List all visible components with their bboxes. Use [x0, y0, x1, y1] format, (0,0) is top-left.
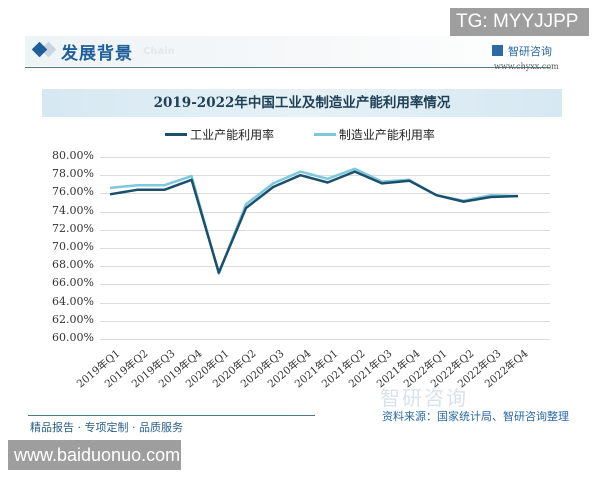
site-badge: www.baiduonuo.com	[8, 440, 181, 470]
gridline	[100, 211, 550, 213]
brand-url: www.chyxx.com	[494, 62, 559, 71]
legend-label-manufacturing: 制造业产能利用率	[338, 128, 435, 142]
brand-logo: 智研咨询	[492, 43, 552, 59]
gridline	[100, 175, 550, 177]
header-band	[25, 36, 555, 66]
chart-title: 2019-2022年中国工业及制造业产能利用率情况	[153, 95, 451, 111]
series-line-manufacturing	[109, 167, 519, 275]
brand-name: 智研咨询	[508, 45, 552, 58]
footer-tagline: 精品报告 · 专项定制 · 品质服务	[30, 421, 183, 434]
gridline	[100, 320, 550, 322]
section-header: 发展背景 Chain	[25, 30, 600, 70]
y-tick-label: 78.00%	[52, 167, 94, 181]
y-tick-label: 62.00%	[52, 312, 94, 326]
legend-swatch-industrial	[165, 133, 188, 136]
gridline	[100, 157, 550, 158]
watermark-text: 智研咨询	[380, 386, 468, 410]
y-tick-label: 80.00%	[52, 149, 94, 162]
gridline	[100, 193, 550, 195]
y-tick-label: 72.00%	[52, 221, 94, 235]
section-title: 发展背景	[61, 44, 133, 64]
y-tick-label: 64.00%	[52, 294, 94, 308]
y-tick-label: 74.00%	[52, 203, 94, 217]
data-source: 资料来源：国家统计局、智研咨询整理	[382, 410, 569, 423]
gridline	[100, 284, 550, 286]
header-divider	[25, 67, 550, 68]
gridline	[100, 248, 550, 249]
gridline	[100, 266, 550, 268]
section-ghost-text: Chain	[143, 46, 175, 57]
chart-title-bar: 2019-2022年中国工业及制造业产能利用率情况	[42, 89, 562, 117]
gridline	[100, 229, 550, 231]
y-tick-label: 76.00%	[52, 185, 94, 199]
chart-legend: 工业产能利用率 制造业产能利用率	[0, 125, 600, 143]
tg-badge: TG: MYYJJPP	[450, 8, 589, 36]
legend-label-industrial: 工业产能利用率	[190, 128, 275, 142]
gridline	[100, 302, 550, 304]
legend-item-industrial: 工业产能利用率	[165, 126, 274, 143]
legend-swatch-manufacturing	[313, 133, 336, 136]
series-line-industrial	[109, 170, 519, 274]
brand-logo-icon	[492, 45, 503, 56]
y-tick-label: 66.00%	[52, 276, 94, 290]
legend-item-manufacturing: 制造业产能利用率	[313, 126, 435, 143]
footer-divider	[28, 415, 315, 416]
y-tick-label: 68.00%	[52, 258, 94, 272]
y-tick-label: 70.00%	[52, 240, 94, 253]
y-tick-label: 60.00%	[52, 331, 94, 344]
gridline	[100, 339, 550, 340]
